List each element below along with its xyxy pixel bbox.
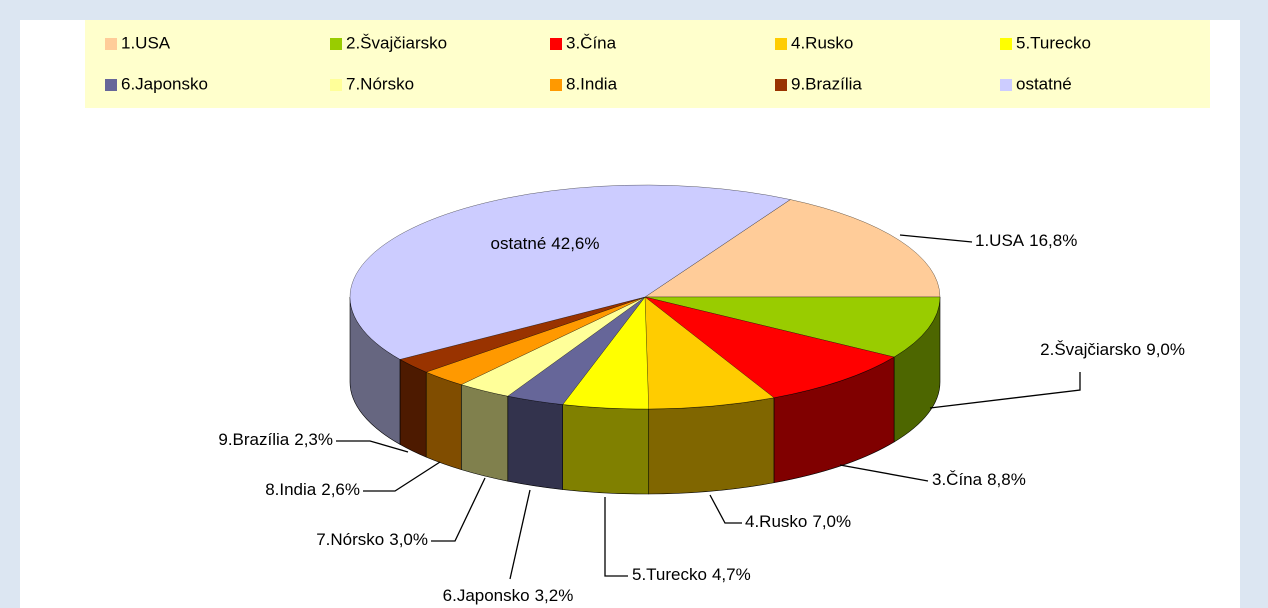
- data-label: 1.USA 16,8%: [975, 231, 1077, 250]
- legend-label: 5.Turecko: [1016, 33, 1091, 52]
- data-label-category: 3.Čína: [932, 470, 983, 489]
- legend-label: 1.USA: [121, 33, 171, 52]
- leader-line: [363, 461, 441, 492]
- legend-swatch: [105, 38, 117, 50]
- legend-swatch: [550, 79, 562, 91]
- legend-label: 2.Švajčiarsko: [346, 33, 447, 52]
- leader-line: [929, 372, 1081, 409]
- legend-swatch: [330, 38, 342, 50]
- data-label-category: 9.Brazília: [218, 430, 289, 449]
- data-label: 4.Rusko 7,0%: [745, 512, 851, 531]
- data-label-category: 1.USA: [975, 231, 1025, 250]
- legend-swatch: [1000, 38, 1012, 50]
- legend-swatch: [330, 79, 342, 91]
- slice: [644, 199, 941, 298]
- legend-label: 3.Čína: [566, 33, 617, 52]
- legend-swatch: [1000, 79, 1012, 91]
- data-label: 8.India 2,6%: [265, 480, 360, 499]
- data-label: 2.Švajčiarsko 9,0%: [1040, 340, 1185, 359]
- data-label-category: 5.Turecko: [632, 565, 707, 584]
- leader-line: [336, 440, 409, 453]
- slice-side: [425, 371, 462, 471]
- slice-side: [507, 395, 563, 490]
- data-label-value: 16,8%: [1029, 231, 1077, 250]
- legend-label: 6.Japonsko: [121, 74, 208, 93]
- legend-label: 4.Rusko: [791, 33, 853, 52]
- data-label-value: 9,0%: [1146, 340, 1185, 359]
- leader-line: [899, 234, 973, 243]
- data-label: ostatné 42,6%: [491, 234, 600, 253]
- data-label-category: ostatné: [491, 234, 547, 253]
- data-label-category: 8.India: [265, 480, 317, 499]
- data-label-value: 2,3%: [294, 430, 333, 449]
- legend-swatch: [550, 38, 562, 50]
- legend-label: 9.Brazília: [791, 74, 862, 93]
- data-label-category: 7.Nórsko: [316, 530, 384, 549]
- leader-line: [709, 494, 742, 524]
- legend-label: 8.India: [566, 74, 618, 93]
- data-label-value: 7,0%: [812, 512, 851, 531]
- slice: [644, 296, 895, 398]
- slice-side: [562, 404, 650, 495]
- data-label-value: 42,6%: [551, 234, 599, 253]
- slice-side: [460, 384, 509, 482]
- data-label-value: 3,0%: [389, 530, 428, 549]
- data-label-value: 4,7%: [712, 565, 751, 584]
- leader-line: [604, 497, 628, 577]
- data-label-category: 6.Japonsko: [443, 586, 530, 605]
- data-label: 7.Nórsko 3,0%: [316, 530, 428, 549]
- data-label-value: 8,8%: [987, 470, 1026, 489]
- data-label: 5.Turecko 4,7%: [632, 565, 751, 584]
- data-label: 6.Japonsko 3,2%: [443, 586, 574, 605]
- leader-line: [839, 464, 929, 482]
- data-label-value: 3,2%: [535, 586, 574, 605]
- legend-swatch: [775, 38, 787, 50]
- slice: [644, 296, 775, 410]
- legend-swatch: [775, 79, 787, 91]
- legend-box: [85, 20, 1210, 108]
- slice-side: [399, 358, 427, 458]
- data-label-category: 2.Švajčiarsko: [1040, 340, 1141, 359]
- legend-label: ostatné: [1016, 74, 1072, 93]
- legend-label: 7.Nórsko: [346, 74, 414, 93]
- legend-swatch: [105, 79, 117, 91]
- data-label: 9.Brazília 2,3%: [218, 430, 333, 449]
- data-label: 3.Čína 8,8%: [932, 470, 1026, 489]
- leader-line: [509, 489, 531, 580]
- leader-line: [431, 477, 486, 542]
- data-label-category: 4.Rusko: [745, 512, 807, 531]
- slice-side: [648, 397, 775, 495]
- data-label-value: 2,6%: [321, 480, 360, 499]
